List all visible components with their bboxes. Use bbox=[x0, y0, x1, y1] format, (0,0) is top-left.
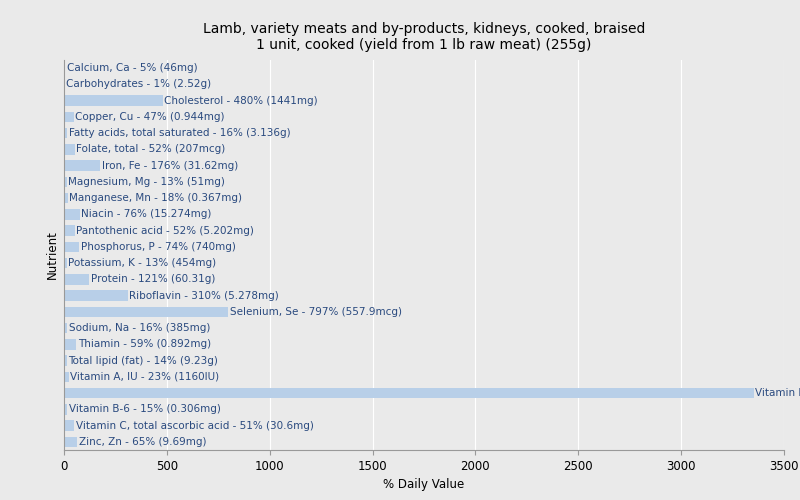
Text: Sodium, Na - 16% (385mg): Sodium, Na - 16% (385mg) bbox=[69, 323, 210, 333]
Text: Vitamin B-12 - 3353% (201.20mcg): Vitamin B-12 - 3353% (201.20mcg) bbox=[755, 388, 800, 398]
Bar bbox=[64, 372, 69, 382]
Bar bbox=[64, 388, 754, 398]
Text: Protein - 121% (60.31g): Protein - 121% (60.31g) bbox=[90, 274, 215, 284]
Y-axis label: Nutrient: Nutrient bbox=[46, 230, 58, 280]
Bar bbox=[64, 144, 74, 154]
X-axis label: % Daily Value: % Daily Value bbox=[383, 478, 465, 492]
Text: Folate, total - 52% (207mcg): Folate, total - 52% (207mcg) bbox=[76, 144, 226, 154]
Bar bbox=[64, 323, 67, 334]
Text: Copper, Cu - 47% (0.944mg): Copper, Cu - 47% (0.944mg) bbox=[75, 112, 225, 122]
Text: Calcium, Ca - 5% (46mg): Calcium, Ca - 5% (46mg) bbox=[66, 63, 198, 73]
Bar bbox=[64, 193, 68, 203]
Bar bbox=[64, 128, 67, 138]
Text: Manganese, Mn - 18% (0.367mg): Manganese, Mn - 18% (0.367mg) bbox=[70, 193, 242, 203]
Bar bbox=[64, 176, 66, 187]
Bar bbox=[64, 63, 65, 74]
Title: Lamb, variety meats and by-products, kidneys, cooked, braised
1 unit, cooked (yi: Lamb, variety meats and by-products, kid… bbox=[203, 22, 645, 52]
Text: Cholesterol - 480% (1441mg): Cholesterol - 480% (1441mg) bbox=[164, 96, 318, 106]
Bar bbox=[64, 420, 74, 431]
Text: Pantothenic acid - 52% (5.202mg): Pantothenic acid - 52% (5.202mg) bbox=[76, 226, 254, 235]
Text: Vitamin A, IU - 23% (1160IU): Vitamin A, IU - 23% (1160IU) bbox=[70, 372, 219, 382]
Bar bbox=[64, 436, 78, 447]
Text: Iron, Fe - 176% (31.62mg): Iron, Fe - 176% (31.62mg) bbox=[102, 160, 238, 170]
Bar bbox=[64, 339, 76, 349]
Text: Zinc, Zn - 65% (9.69mg): Zinc, Zn - 65% (9.69mg) bbox=[79, 437, 206, 447]
Text: Phosphorus, P - 74% (740mg): Phosphorus, P - 74% (740mg) bbox=[81, 242, 236, 252]
Text: Riboflavin - 310% (5.278mg): Riboflavin - 310% (5.278mg) bbox=[130, 290, 279, 300]
Bar bbox=[64, 356, 67, 366]
Bar bbox=[64, 209, 80, 220]
Bar bbox=[64, 242, 79, 252]
Text: Vitamin B-6 - 15% (0.306mg): Vitamin B-6 - 15% (0.306mg) bbox=[69, 404, 221, 414]
Text: Potassium, K - 13% (454mg): Potassium, K - 13% (454mg) bbox=[68, 258, 217, 268]
Text: Magnesium, Mg - 13% (51mg): Magnesium, Mg - 13% (51mg) bbox=[68, 177, 225, 187]
Bar bbox=[64, 160, 100, 171]
Text: Vitamin C, total ascorbic acid - 51% (30.6mg): Vitamin C, total ascorbic acid - 51% (30… bbox=[76, 420, 314, 430]
Bar bbox=[64, 258, 66, 268]
Bar bbox=[64, 274, 89, 284]
Text: Niacin - 76% (15.274mg): Niacin - 76% (15.274mg) bbox=[82, 210, 212, 220]
Text: Carbohydrates - 1% (2.52g): Carbohydrates - 1% (2.52g) bbox=[66, 80, 211, 90]
Text: Fatty acids, total saturated - 16% (3.136g): Fatty acids, total saturated - 16% (3.13… bbox=[69, 128, 290, 138]
Bar bbox=[64, 404, 67, 414]
Bar bbox=[64, 306, 228, 317]
Bar bbox=[64, 226, 74, 236]
Bar bbox=[64, 290, 128, 301]
Bar bbox=[64, 96, 162, 106]
Text: Total lipid (fat) - 14% (9.23g): Total lipid (fat) - 14% (9.23g) bbox=[69, 356, 218, 366]
Bar bbox=[64, 112, 74, 122]
Text: Thiamin - 59% (0.892mg): Thiamin - 59% (0.892mg) bbox=[78, 340, 211, 349]
Text: Selenium, Se - 797% (557.9mcg): Selenium, Se - 797% (557.9mcg) bbox=[230, 307, 402, 317]
